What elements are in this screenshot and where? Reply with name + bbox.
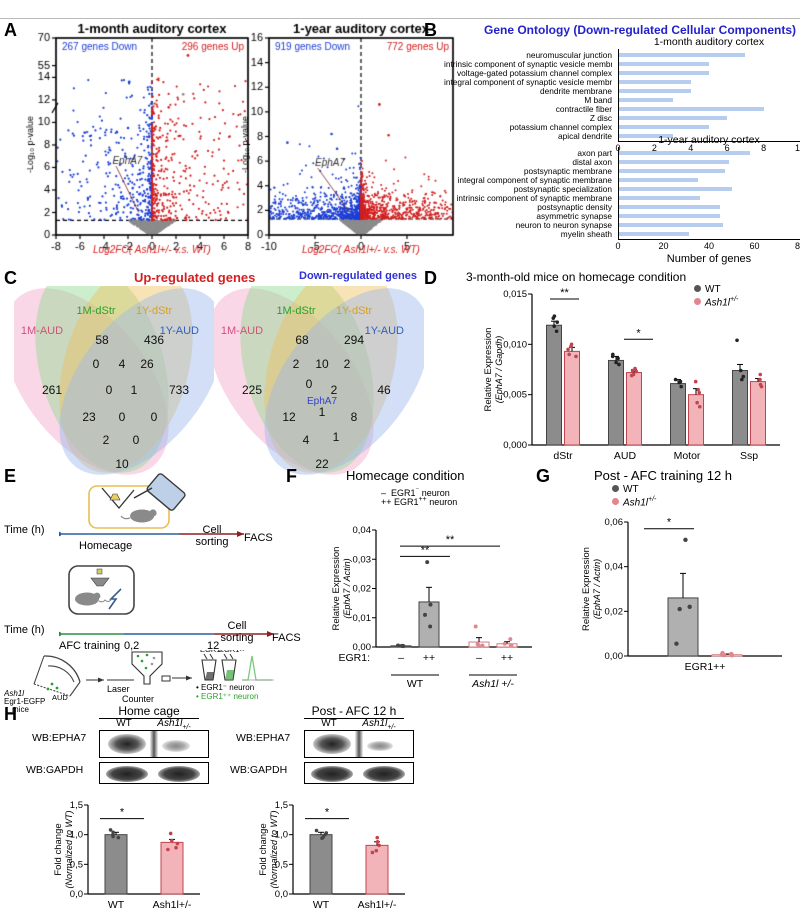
svg-text:dStr: dStr (553, 450, 573, 462)
svg-text:(EphA7 / Actin): (EphA7 / Actin) (342, 558, 352, 618)
svg-text:0: 0 (106, 383, 113, 397)
svg-text:Motor: Motor (674, 450, 701, 462)
svg-text:1,5: 1,5 (70, 800, 83, 811)
svg-text:++: ++ (501, 652, 513, 664)
svg-text:10: 10 (315, 357, 329, 371)
svg-text:1M-dStr: 1M-dStr (276, 305, 315, 317)
svg-text:0: 0 (119, 410, 126, 424)
svg-text:0,02: 0,02 (605, 606, 624, 617)
svg-text:Ash1l+/-: Ash1l+/- (358, 899, 397, 911)
svg-text:WT: WT (407, 678, 424, 690)
svg-text:–: – (398, 652, 404, 664)
svg-text:0,04: 0,04 (605, 562, 624, 573)
svg-text:Ash1l +/-: Ash1l +/- (471, 678, 514, 690)
svg-text:AUD: AUD (614, 450, 637, 462)
svg-text:0,005: 0,005 (503, 390, 527, 401)
svg-text:0,01: 0,01 (353, 613, 372, 624)
svg-text:2: 2 (331, 383, 338, 397)
svg-text:EGR1••: EGR1•• (219, 650, 245, 654)
svg-text:Relative Expression: Relative Expression (484, 328, 494, 412)
svg-text:46: 46 (377, 383, 391, 397)
svg-text:733: 733 (169, 383, 189, 397)
svg-text:Fold change: Fold change (259, 823, 269, 875)
svg-text:26: 26 (140, 357, 154, 371)
svg-text:436: 436 (144, 333, 164, 347)
svg-text:AUD: AUD (52, 693, 68, 702)
svg-text:1M-AUD: 1M-AUD (221, 325, 263, 337)
svg-text:++: ++ (423, 652, 435, 664)
svg-text:1M-dStr: 1M-dStr (76, 305, 115, 317)
svg-text:8: 8 (351, 410, 358, 424)
svg-text:1M-AUD: 1M-AUD (21, 325, 63, 337)
svg-text:*: * (325, 807, 330, 819)
svg-text:261: 261 (42, 383, 62, 397)
svg-text:Relative Expression: Relative Expression (332, 547, 342, 631)
svg-text:1Y-AUD: 1Y-AUD (160, 325, 199, 337)
svg-text:–: – (476, 652, 482, 664)
svg-text:4: 4 (303, 433, 310, 447)
svg-text:0,00: 0,00 (605, 651, 624, 662)
svg-text:Ash1l+/-: Ash1l+/- (153, 899, 192, 911)
svg-text:0,000: 0,000 (503, 440, 527, 451)
svg-text:• EGR1⁻ neuron: • EGR1⁻ neuron (196, 683, 254, 692)
svg-text:0,04: 0,04 (353, 525, 372, 536)
svg-text:(EphA7 / Actin): (EphA7 / Actin) (592, 559, 602, 619)
svg-text:**: ** (446, 534, 455, 546)
svg-text:58: 58 (95, 333, 109, 347)
svg-text:294: 294 (344, 333, 364, 347)
svg-text:Relative Expression: Relative Expression (582, 547, 592, 631)
svg-text:12: 12 (282, 410, 296, 424)
svg-text:0: 0 (133, 433, 140, 447)
svg-text:2: 2 (103, 433, 110, 447)
svg-text:• EGR1⁺⁺ neuron: • EGR1⁺⁺ neuron (196, 692, 258, 701)
svg-text:*: * (636, 327, 641, 339)
svg-text:0,0: 0,0 (70, 889, 83, 900)
svg-text:1,5: 1,5 (275, 800, 288, 811)
svg-text:WT: WT (108, 899, 125, 911)
svg-text:68: 68 (295, 333, 309, 347)
svg-text:1: 1 (319, 405, 326, 419)
svg-text:EGR1:: EGR1: (338, 652, 370, 664)
svg-text:2: 2 (344, 357, 351, 371)
svg-text:4: 4 (119, 357, 126, 371)
svg-text:EGR1++: EGR1++ (685, 661, 726, 673)
svg-text:0,06: 0,06 (605, 517, 624, 528)
svg-text:0,015: 0,015 (503, 289, 527, 300)
svg-text:23: 23 (82, 410, 96, 424)
svg-text:*: * (667, 517, 672, 529)
svg-text:(Normalized to WT): (Normalized to WT) (64, 810, 74, 888)
svg-text:0: 0 (151, 410, 158, 424)
svg-text:0,02: 0,02 (353, 584, 372, 595)
svg-text:1: 1 (333, 430, 340, 444)
svg-text:Laser: Laser (107, 684, 130, 694)
svg-text:Ssp: Ssp (740, 450, 758, 462)
svg-text:1Y-dStr: 1Y-dStr (136, 305, 173, 317)
svg-text:0,03: 0,03 (353, 554, 372, 565)
svg-text:*: * (120, 807, 125, 819)
svg-text:Counter: Counter (122, 694, 154, 704)
svg-text:**: ** (560, 287, 569, 299)
svg-text:1Y-AUD: 1Y-AUD (365, 325, 404, 337)
svg-text:1Y-dStr: 1Y-dStr (336, 305, 373, 317)
svg-text:0: 0 (306, 377, 313, 391)
svg-text:225: 225 (242, 383, 262, 397)
svg-text:(Normalized to WT): (Normalized to WT) (269, 810, 279, 888)
svg-text:(EphA7 / Gapdh): (EphA7 / Gapdh) (494, 336, 504, 404)
svg-text:0,010: 0,010 (503, 339, 527, 350)
svg-text:Fold change: Fold change (54, 823, 64, 875)
svg-text:0: 0 (93, 357, 100, 371)
svg-text:1: 1 (131, 383, 138, 397)
svg-text:2: 2 (293, 357, 300, 371)
svg-text:WT: WT (313, 899, 330, 911)
svg-text:0,0: 0,0 (275, 889, 288, 900)
